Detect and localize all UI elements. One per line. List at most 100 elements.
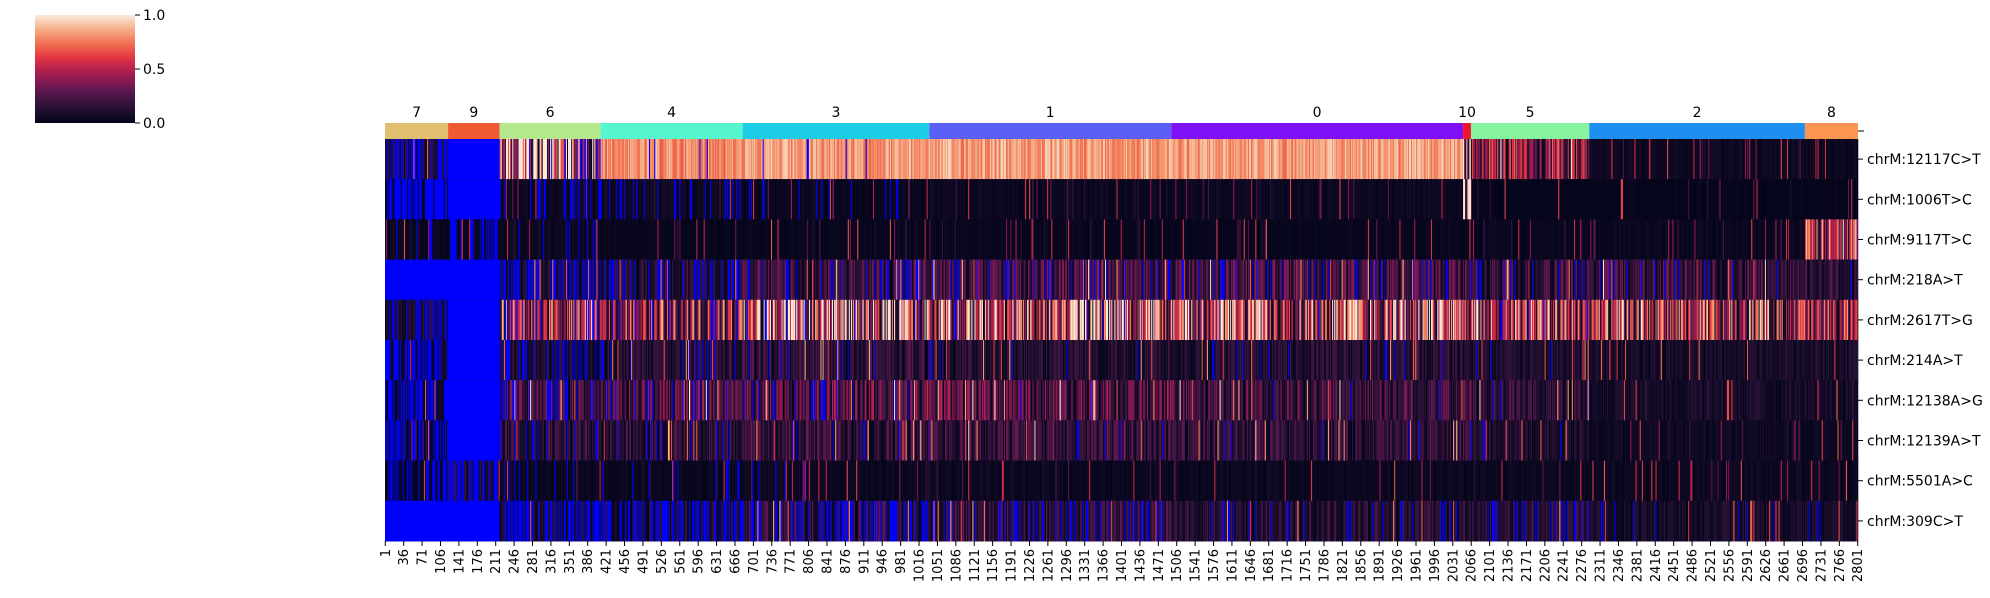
heatmap-cell bbox=[1400, 219, 1402, 261]
heatmap-cell bbox=[605, 179, 608, 220]
heatmap-cell bbox=[1319, 139, 1321, 180]
heatmap-cell bbox=[773, 179, 775, 220]
heatmap-cell bbox=[803, 139, 805, 180]
heatmap-cell bbox=[907, 259, 910, 301]
heatmap-cell bbox=[768, 139, 771, 180]
heatmap-cell bbox=[1263, 179, 1266, 220]
heatmap-cell bbox=[1538, 139, 1540, 180]
heatmap-cell bbox=[1332, 179, 1334, 220]
heatmap-cell bbox=[1561, 179, 1563, 220]
heatmap-cell bbox=[926, 139, 929, 180]
heatmap-cell bbox=[918, 259, 920, 301]
heatmap-cell bbox=[1369, 219, 1372, 261]
heatmap-cell bbox=[741, 179, 743, 220]
heatmap-cell bbox=[468, 139, 470, 180]
heatmap-cell bbox=[1021, 139, 1024, 180]
heatmap-cell bbox=[1559, 139, 1561, 180]
heatmap-cell bbox=[1078, 219, 1080, 261]
heatmap-cell bbox=[590, 179, 592, 220]
heatmap-cell bbox=[997, 219, 1000, 261]
heatmap-cell bbox=[1194, 139, 1196, 180]
heatmap-cell bbox=[1601, 139, 1604, 180]
heatmap-cell bbox=[1428, 179, 1431, 220]
heatmap-cell bbox=[1691, 139, 1693, 180]
heatmap-cell bbox=[1740, 179, 1743, 220]
heatmap-cell bbox=[827, 219, 830, 261]
heatmap-cell bbox=[798, 219, 800, 261]
heatmap-cell bbox=[434, 219, 436, 261]
heatmap-cell bbox=[816, 179, 818, 220]
heatmap-cell bbox=[690, 219, 692, 261]
heatmap-cell bbox=[668, 139, 671, 180]
heatmap-cell bbox=[753, 219, 755, 261]
heatmap-cell bbox=[1079, 179, 1082, 220]
heatmap-cell bbox=[1071, 139, 1073, 180]
heatmap-cell bbox=[1315, 139, 1317, 180]
heatmap-cell bbox=[1240, 219, 1242, 261]
colorbar-tick-label: 1.0 bbox=[143, 8, 165, 24]
heatmap-cell bbox=[422, 259, 425, 301]
heatmap-cell bbox=[1662, 139, 1665, 180]
heatmap-cell bbox=[659, 259, 661, 301]
heatmap-cell bbox=[678, 179, 680, 220]
heatmap-cell bbox=[1147, 219, 1149, 261]
heatmap-cell bbox=[1718, 219, 1720, 261]
heatmap-cell bbox=[1614, 179, 1616, 220]
heatmap-cell bbox=[1013, 259, 1015, 301]
heatmap-cell bbox=[1054, 179, 1056, 220]
heatmap-cell bbox=[1145, 139, 1148, 180]
heatmap-cell bbox=[1055, 179, 1057, 220]
heatmap-cell bbox=[1046, 179, 1048, 220]
heatmap-cell bbox=[1605, 139, 1607, 180]
heatmap-cell bbox=[421, 259, 424, 301]
heatmap-cell bbox=[1665, 139, 1667, 180]
heatmap-cell bbox=[1097, 259, 1099, 301]
heatmap-cell bbox=[537, 219, 539, 261]
heatmap-cell bbox=[812, 219, 814, 261]
heatmap-cell bbox=[1503, 139, 1505, 180]
heatmap-cell bbox=[1348, 139, 1351, 180]
heatmap-cell bbox=[958, 179, 961, 220]
heatmap-cell bbox=[676, 139, 678, 180]
heatmap-cell bbox=[1130, 259, 1132, 301]
heatmap-cell bbox=[1599, 219, 1602, 261]
heatmap-cell bbox=[1384, 219, 1387, 261]
heatmap-cell bbox=[953, 259, 955, 301]
heatmap-cell bbox=[969, 179, 971, 220]
heatmap-cell bbox=[1150, 179, 1152, 220]
heatmap-cell bbox=[1671, 219, 1673, 261]
heatmap-cell bbox=[1118, 179, 1120, 220]
heatmap-cell bbox=[790, 219, 793, 261]
heatmap-cell bbox=[821, 139, 823, 180]
heatmap-cell bbox=[1835, 179, 1837, 220]
heatmap-cell bbox=[513, 139, 515, 180]
heatmap-cell bbox=[444, 179, 447, 220]
heatmap-cell bbox=[920, 219, 922, 261]
heatmap-cell bbox=[906, 139, 909, 180]
heatmap-cell bbox=[737, 259, 739, 301]
heatmap-cell bbox=[971, 179, 973, 220]
heatmap-cell bbox=[1284, 179, 1287, 220]
heatmap-cell bbox=[1583, 139, 1585, 180]
heatmap-cell bbox=[516, 259, 518, 301]
heatmap-cell bbox=[1031, 259, 1033, 301]
heatmap-cell bbox=[818, 259, 820, 301]
heatmap-cell bbox=[1227, 179, 1230, 220]
heatmap-cell bbox=[761, 179, 763, 220]
heatmap-cell bbox=[450, 219, 452, 261]
heatmap-cell bbox=[1656, 139, 1658, 180]
heatmap-cell bbox=[1064, 259, 1067, 301]
heatmap-cell bbox=[1243, 179, 1246, 220]
heatmap-cell bbox=[1533, 219, 1535, 261]
heatmap-cell bbox=[1296, 219, 1298, 261]
heatmap-cell bbox=[820, 139, 822, 180]
heatmap-cell bbox=[677, 259, 679, 301]
heatmap-cell bbox=[818, 219, 820, 261]
heatmap-cell bbox=[1074, 179, 1076, 220]
heatmap-cell bbox=[1629, 179, 1631, 220]
heatmap-cell bbox=[401, 219, 404, 261]
heatmap-cell bbox=[434, 139, 436, 180]
heatmap-cell bbox=[778, 219, 780, 261]
heatmap-cell bbox=[839, 139, 841, 180]
heatmap-cell bbox=[1543, 139, 1545, 180]
